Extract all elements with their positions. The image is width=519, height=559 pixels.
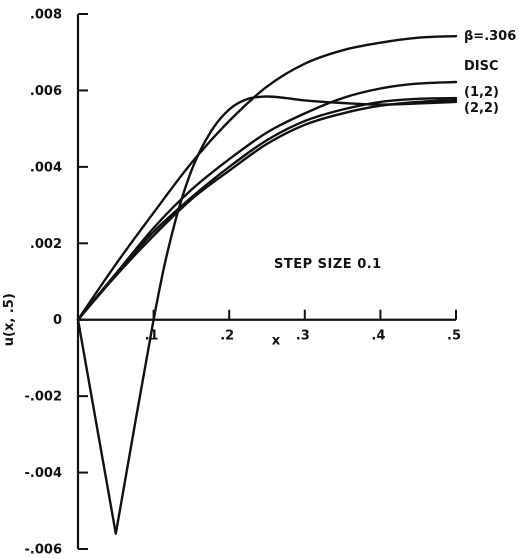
x-tick-label: .3 [296,329,310,344]
y-tick-label: .002 [30,237,62,252]
series-line-2 [76,80,458,321]
series-label: β=.306 [464,29,516,44]
series-line-1 [76,35,458,321]
y-tick-label: -.002 [25,390,62,405]
x-tick-label: .4 [371,329,385,344]
series-label: DISC [464,59,499,74]
y-tick-label: .006 [30,84,62,99]
y-tick-label: 0 [53,313,62,328]
y-tick-label: .008 [30,8,62,23]
series-label: (2,2) [464,101,499,116]
x-axis-title: x [272,334,281,349]
step-size-annotation: STEP SIZE 0.1 [274,257,382,272]
series-layer [76,35,458,535]
x-tick-label: .5 [447,329,461,344]
series-line-3 [76,96,458,321]
y-axis-title: u(x, .5) [2,293,17,346]
series-label: (1,2) [464,85,499,100]
x-ticks: .1.2.3.4.5 [145,309,461,344]
axes [76,14,456,549]
y-tick-label: -.004 [25,466,62,481]
series-line-5 [76,95,458,535]
labels: β=.306 DISC (1,2)(2,2) x u(x, .5) STEP SIZE 0… [2,29,516,349]
y-ticks: .008 .006 .004 .002 0 -.002 -.004 -.006 [25,8,88,558]
x-tick-label: .2 [220,329,234,344]
y-tick-label: .004 [30,160,62,175]
y-tick-label: -.006 [25,543,62,558]
